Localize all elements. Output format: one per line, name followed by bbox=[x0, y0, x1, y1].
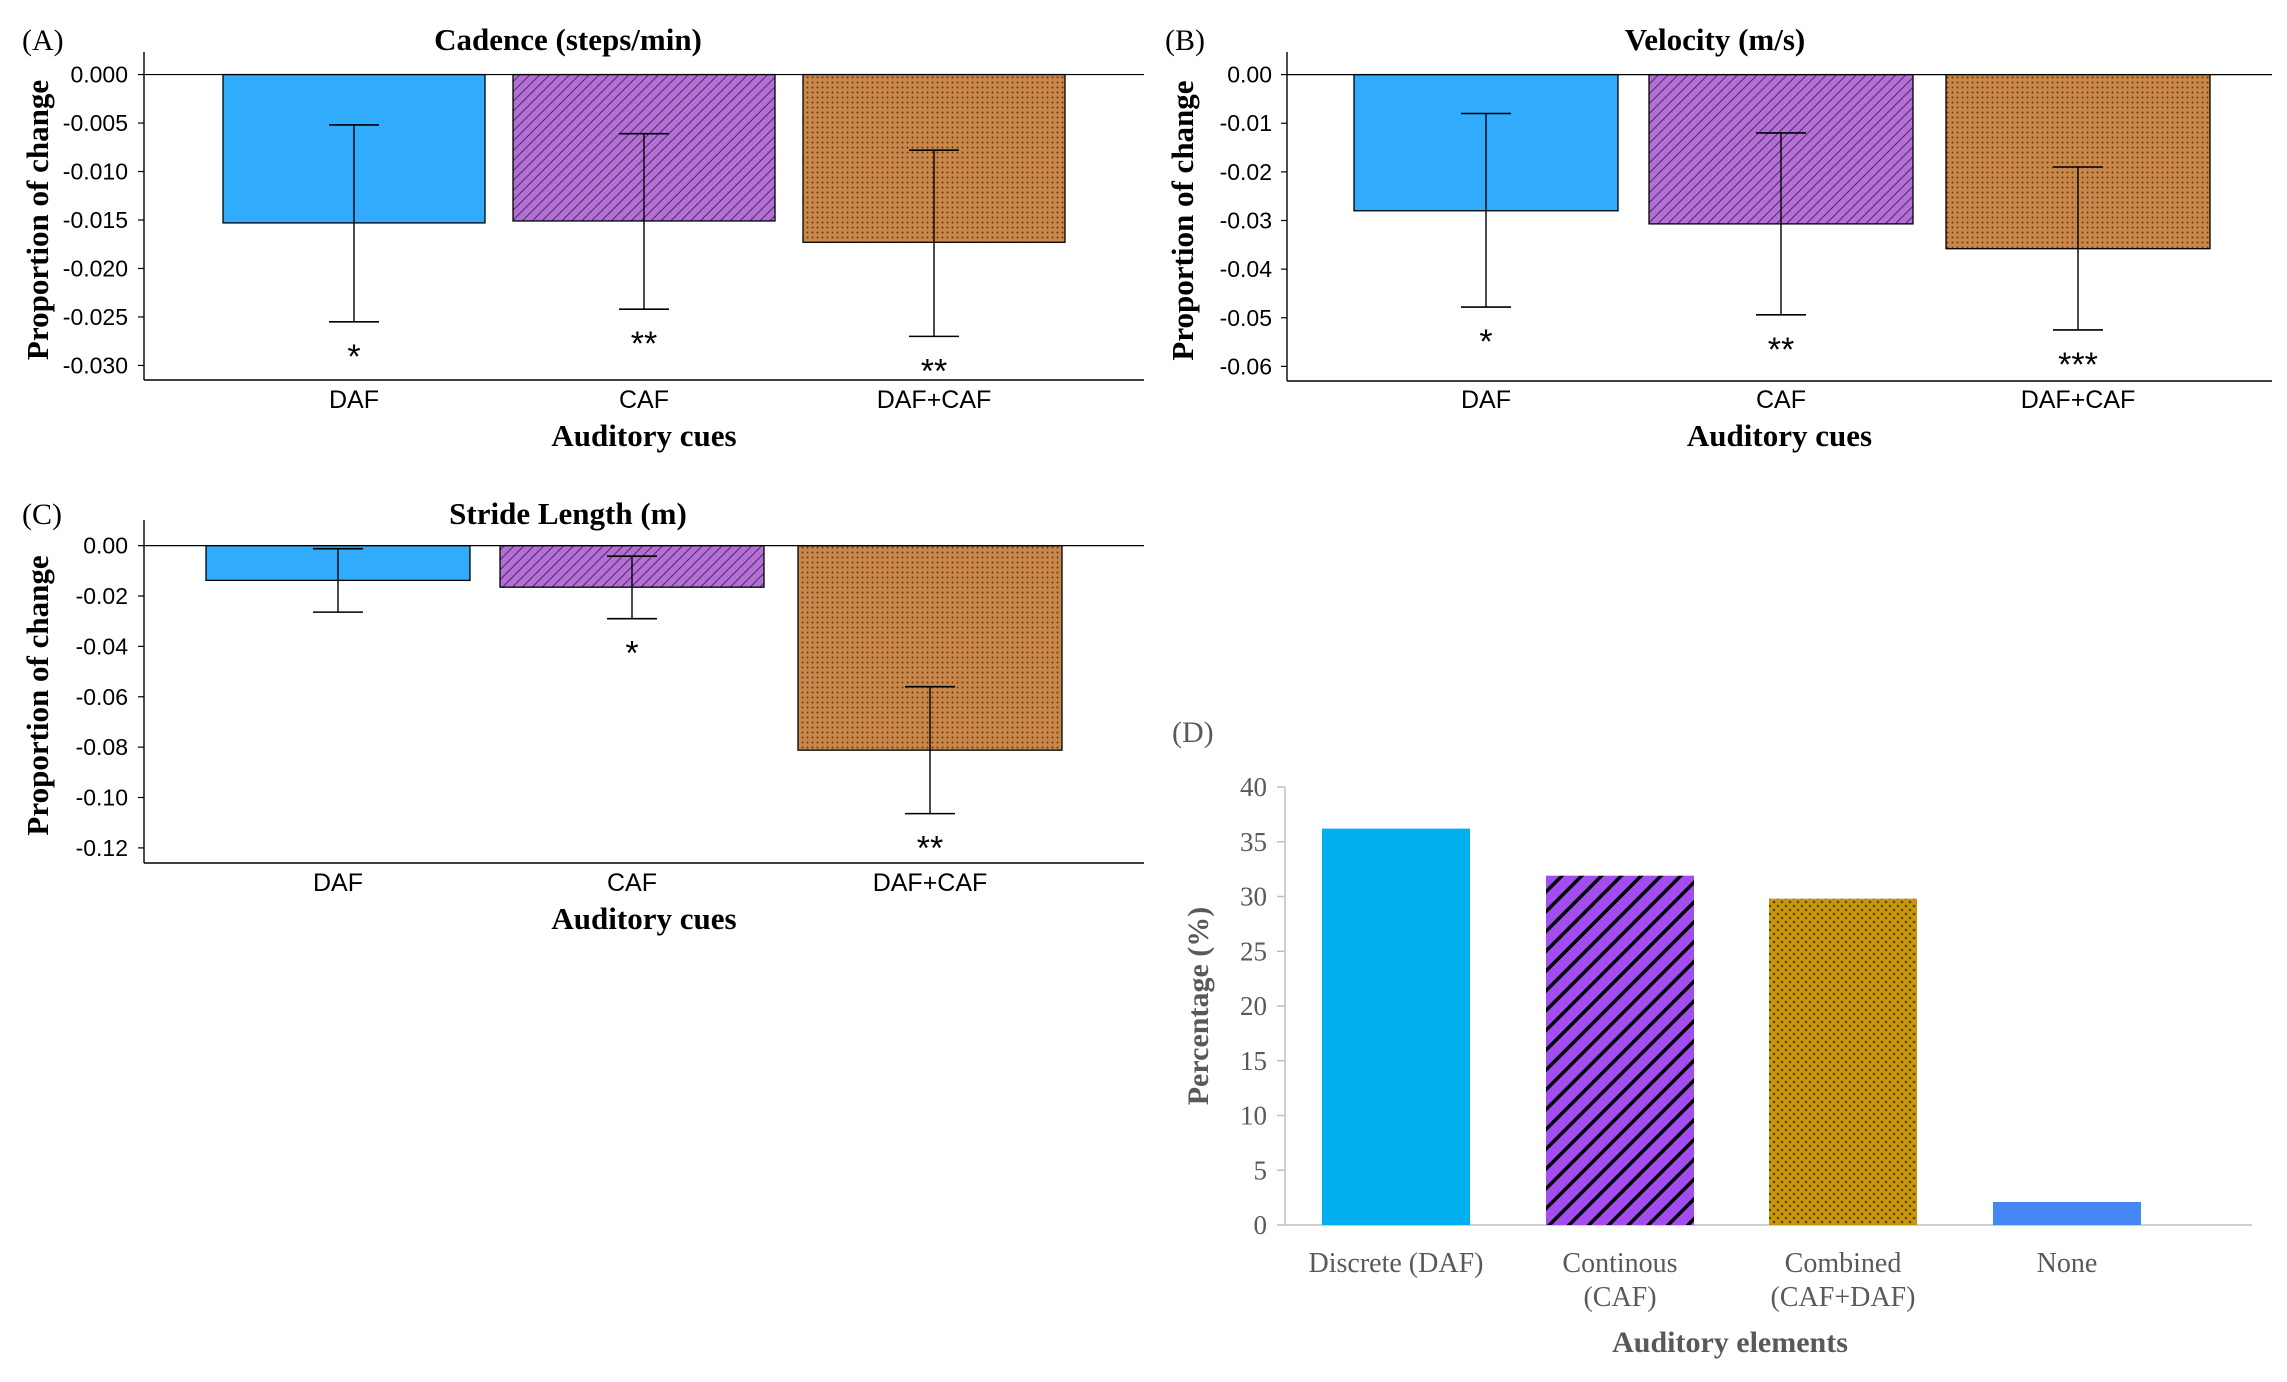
panel-c-y-axis-title: Proportion of change bbox=[20, 555, 55, 835]
panel-b-category-label: DAF+CAF bbox=[2021, 386, 2136, 414]
panel-b-velocity-chart: 0.00-0.01-0.02-0.03-0.04-0.05-0.06* ** ***… bbox=[1165, 22, 2272, 453]
panel-c-significance-marker: ** bbox=[917, 830, 943, 868]
panel-a-title: Cadence (steps/min) bbox=[434, 22, 702, 57]
panel-c-y-tick-label: -0.04 bbox=[76, 633, 129, 659]
panel-b-significance-marker: *** bbox=[2058, 346, 2098, 384]
panel-a-significance-marker: ** bbox=[631, 325, 657, 363]
panel-a-category-label: CAF bbox=[619, 386, 669, 414]
panel-b-panel-label: (B) bbox=[1165, 24, 1205, 57]
panel-b-x-axis-title: Auditory cues bbox=[1687, 418, 1872, 453]
panel-d-y-tick-label: 40 bbox=[1240, 772, 1267, 802]
panel-d-category-label: (CAF+DAF) bbox=[1771, 1282, 1916, 1313]
panel-c-y-tick-label: -0.08 bbox=[76, 734, 128, 760]
panel-d-x-axis-title: Auditory elements bbox=[1612, 1326, 1848, 1359]
panel-b-significance-marker: ** bbox=[1768, 331, 1794, 369]
panel-a-y-tick-label: -0.025 bbox=[63, 304, 128, 330]
panel-d-y-axis-title: Percentage (%) bbox=[1182, 907, 1215, 1106]
panel-d-bar-continous bbox=[1546, 875, 1694, 1225]
panel-b-y-tick-label: -0.05 bbox=[1220, 305, 1272, 331]
panel-b-significance-marker: * bbox=[1479, 323, 1492, 361]
panel-b-category-label: CAF bbox=[1756, 386, 1806, 414]
panel-c-category-label: CAF bbox=[607, 869, 657, 897]
panel-a-category-label: DAF+CAF bbox=[877, 386, 992, 414]
panel-d-category-label: Discrete (DAF) bbox=[1309, 1248, 1484, 1279]
panel-a-x-axis-title: Auditory cues bbox=[551, 418, 736, 453]
panel-d-bar-none bbox=[1993, 1202, 2141, 1225]
panel-a-category-label: DAF bbox=[329, 386, 379, 414]
panel-a-panel-label: (A) bbox=[22, 24, 64, 57]
panel-c-category-label: DAF+CAF bbox=[873, 869, 988, 897]
panel-c-y-tick-label: -0.12 bbox=[76, 835, 128, 861]
panel-b-y-axis-title: Proportion of change bbox=[1165, 80, 1200, 360]
panel-b-y-tick-label: -0.03 bbox=[1220, 208, 1272, 234]
panel-d-y-tick-label: 10 bbox=[1240, 1101, 1267, 1131]
panel-a-significance-marker: * bbox=[347, 338, 360, 376]
panel-d-category-label: Continous bbox=[1562, 1248, 1677, 1279]
panel-d-y-tick-label: 5 bbox=[1254, 1155, 1268, 1185]
panel-c-y-tick-label: -0.10 bbox=[76, 785, 128, 811]
panel-b-y-tick-label: -0.06 bbox=[1220, 353, 1272, 379]
panel-a-y-tick-label: 0.000 bbox=[70, 62, 128, 88]
panel-b-category-label: DAF bbox=[1461, 386, 1511, 414]
panel-d-y-tick-label: 30 bbox=[1240, 882, 1267, 912]
panel-b-y-tick-label: 0.00 bbox=[1227, 62, 1272, 88]
panel-b-y-tick-label: -0.04 bbox=[1220, 256, 1273, 282]
panel-a-y-tick-label: -0.030 bbox=[63, 352, 128, 378]
panel-d-y-tick-label: 25 bbox=[1240, 936, 1267, 966]
panel-b-y-tick-label: -0.01 bbox=[1220, 110, 1272, 136]
panel-c-panel-label: (C) bbox=[22, 498, 62, 531]
panel-a-cadence-chart: 0.000 -0.005 -0.010 -0.015 -0.020 -0.025 -0.03… bbox=[20, 22, 1144, 453]
panel-a-y-tick-label: -0.010 bbox=[63, 159, 128, 185]
panel-d-y-tick-label: 35 bbox=[1240, 827, 1267, 857]
panel-b-title: Velocity (m/s) bbox=[1625, 22, 1806, 57]
panel-b-y-tick-label: -0.02 bbox=[1220, 159, 1272, 185]
panel-d-panel-label: (D) bbox=[1172, 716, 1214, 749]
panel-c-x-axis-title: Auditory cues bbox=[551, 901, 736, 936]
panel-c-y-tick-label: -0.02 bbox=[76, 583, 128, 609]
panel-d-y-tick-label: 20 bbox=[1240, 991, 1267, 1021]
panel-d-category-label: None bbox=[2037, 1248, 2098, 1279]
panel-c-y-tick-label: -0.06 bbox=[76, 684, 128, 710]
panel-c-category-label: DAF bbox=[313, 869, 363, 897]
panel-d-y-tick-label: 15 bbox=[1240, 1046, 1267, 1076]
panel-d-category-label: (CAF) bbox=[1583, 1282, 1656, 1313]
panel-d-bar-combined bbox=[1769, 898, 1917, 1225]
panel-a-y-tick-label: -0.005 bbox=[63, 110, 128, 136]
panel-d-y-tick-label: 0 bbox=[1254, 1210, 1268, 1240]
panel-d-category-label: Combined bbox=[1785, 1248, 1902, 1279]
panel-a-y-tick-label: -0.015 bbox=[63, 207, 128, 233]
panel-c-significance-marker: * bbox=[625, 635, 638, 673]
panel-c-y-tick-label: 0.00 bbox=[83, 533, 128, 559]
panel-d-bar-discrete-daf bbox=[1322, 828, 1470, 1225]
panel-c-stride-length-chart: 0.00-0.02-0.04-0.06-0.08-0.10-0.12***DAF… bbox=[20, 496, 1144, 936]
panel-a-y-axis-title: Proportion of change bbox=[20, 80, 55, 360]
panel-a-y-tick-label: -0.020 bbox=[63, 255, 128, 281]
panel-a-significance-marker: ** bbox=[921, 352, 947, 390]
panel-c-title: Stride Length (m) bbox=[449, 496, 687, 531]
